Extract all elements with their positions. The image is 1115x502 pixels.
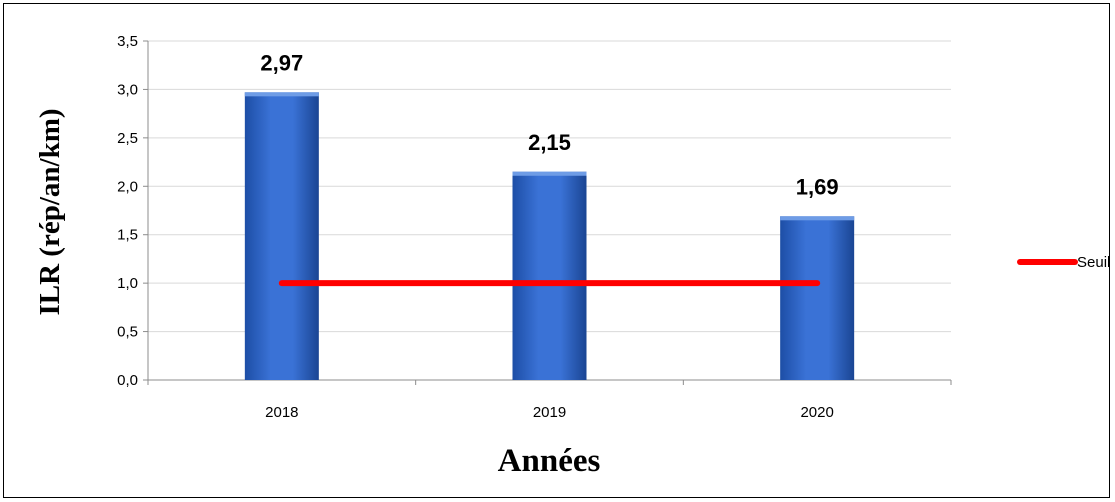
bar-top-highlight <box>244 92 319 97</box>
x-axis-title: Années <box>498 443 601 479</box>
y-tick-label: 0,0 <box>117 372 138 389</box>
y-axis-title: ILR (rép/an/km) <box>34 108 66 315</box>
axes: 0,0 0,5 1,0 1,5 2,0 2,5 3,0 3,5 2018 2019 2020 <box>117 33 952 421</box>
legend-seuil-label: Seuil <box>1077 254 1110 271</box>
y-tick-label: 1,5 <box>117 227 138 244</box>
data-labels: 2,97 2,15 1,69 <box>260 50 838 199</box>
y-tick-label: 0,5 <box>117 324 138 341</box>
y-tick-label: 2,0 <box>117 178 138 195</box>
x-tick-label-2019: 2019 <box>533 404 566 421</box>
y-tick-label: 1,0 <box>117 275 138 292</box>
data-label-2018: 2,97 <box>260 50 303 75</box>
data-label-2020: 1,69 <box>796 174 839 199</box>
bar-2020 <box>780 216 855 380</box>
bar-top-highlight <box>512 171 587 176</box>
bars <box>244 92 855 380</box>
x-tick-label-2018: 2018 <box>265 404 298 421</box>
data-label-2019: 2,15 <box>528 130 571 155</box>
bar-2018 <box>244 92 319 380</box>
y-tick-label: 2,5 <box>117 130 138 147</box>
x-tick-label-2020: 2020 <box>800 404 833 421</box>
y-tick-label: 3,0 <box>117 81 138 98</box>
bar-top-highlight <box>780 216 855 221</box>
bar-2019 <box>512 171 587 380</box>
y-tick-label: 3,5 <box>117 33 138 50</box>
legend: Seuil <box>1017 254 1110 271</box>
